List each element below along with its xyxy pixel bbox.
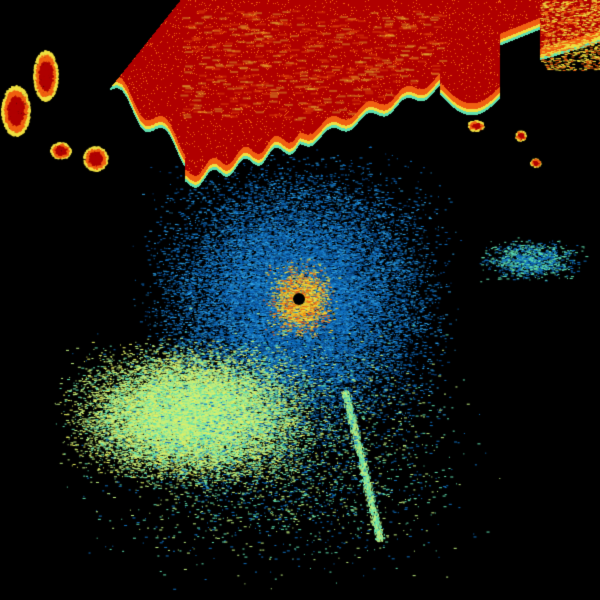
radar-canvas bbox=[0, 0, 600, 600]
radar-image bbox=[0, 0, 600, 600]
